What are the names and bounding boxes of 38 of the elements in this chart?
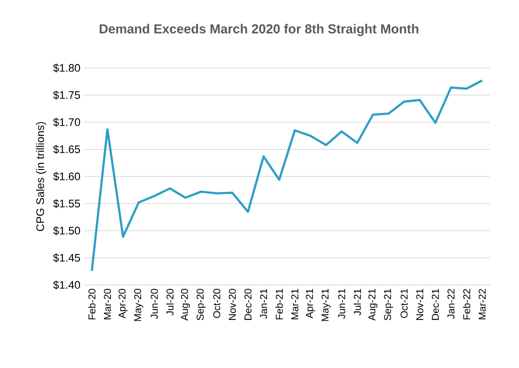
x-tick-label: Feb-20 <box>88 288 96 320</box>
x-tick-label: Apr-20 <box>118 288 128 318</box>
y-tick-label: $1.65 <box>53 144 80 154</box>
x-tick-label: Apr-21 <box>306 289 315 318</box>
chart-title: Demand Exceeds March 2020 for 8th Straight Month <box>100 24 418 36</box>
y-tick-label: $1.80 <box>53 64 80 72</box>
x-tick-label: Sep-20 <box>196 288 206 320</box>
y-tick-label: $1.60 <box>53 172 80 181</box>
x-tick-label: Jun-20 <box>150 288 158 319</box>
x-tick-label: Feb-21 <box>276 289 283 320</box>
x-tick-label: Nov-20 <box>228 288 236 320</box>
x-tick-label: Jan-21 <box>260 289 268 319</box>
x-tick-label: Mar-20 <box>104 288 111 320</box>
x-tick-label: Nov-21 <box>416 289 424 320</box>
y-axis-title: CPG Sales (in trillions) <box>36 122 46 232</box>
y-tick-label: $1.45 <box>53 253 80 262</box>
x-tick-label: Aug-21 <box>368 289 378 321</box>
x-tick-label: May-21 <box>322 289 331 321</box>
x-tick-label: Aug-20 <box>180 288 190 321</box>
x-tick-label: Feb-22 <box>462 289 470 320</box>
x-tick-label: Oct-20 <box>213 288 220 318</box>
x-tick-label: May-20 <box>134 288 144 321</box>
y-tick-label: $1.55 <box>53 199 80 208</box>
y-tick-label: $1.50 <box>53 226 80 236</box>
y-tick-label: $1.75 <box>53 90 80 100</box>
x-tick-label: Dec-21 <box>432 289 439 320</box>
line-series <box>90 79 484 272</box>
y-tick-label: $1.70 <box>53 118 80 127</box>
x-tick-label: Sep-21 <box>384 289 394 320</box>
x-tick-label: Oct-21 <box>400 288 408 318</box>
x-tick-label: Jul-21 <box>354 289 361 316</box>
x-tick-label: Jun-21 <box>338 289 346 319</box>
x-tick-label: Mar-21 <box>291 289 298 320</box>
x-tick-label: Jan-22 <box>447 289 454 319</box>
x-tick-label: Jul-20 <box>166 288 174 316</box>
x-tick-label: Dec-20 <box>244 288 252 320</box>
x-tick-label: Mar-22 <box>478 289 486 320</box>
y-tick-label: $1.40 <box>53 280 80 290</box>
